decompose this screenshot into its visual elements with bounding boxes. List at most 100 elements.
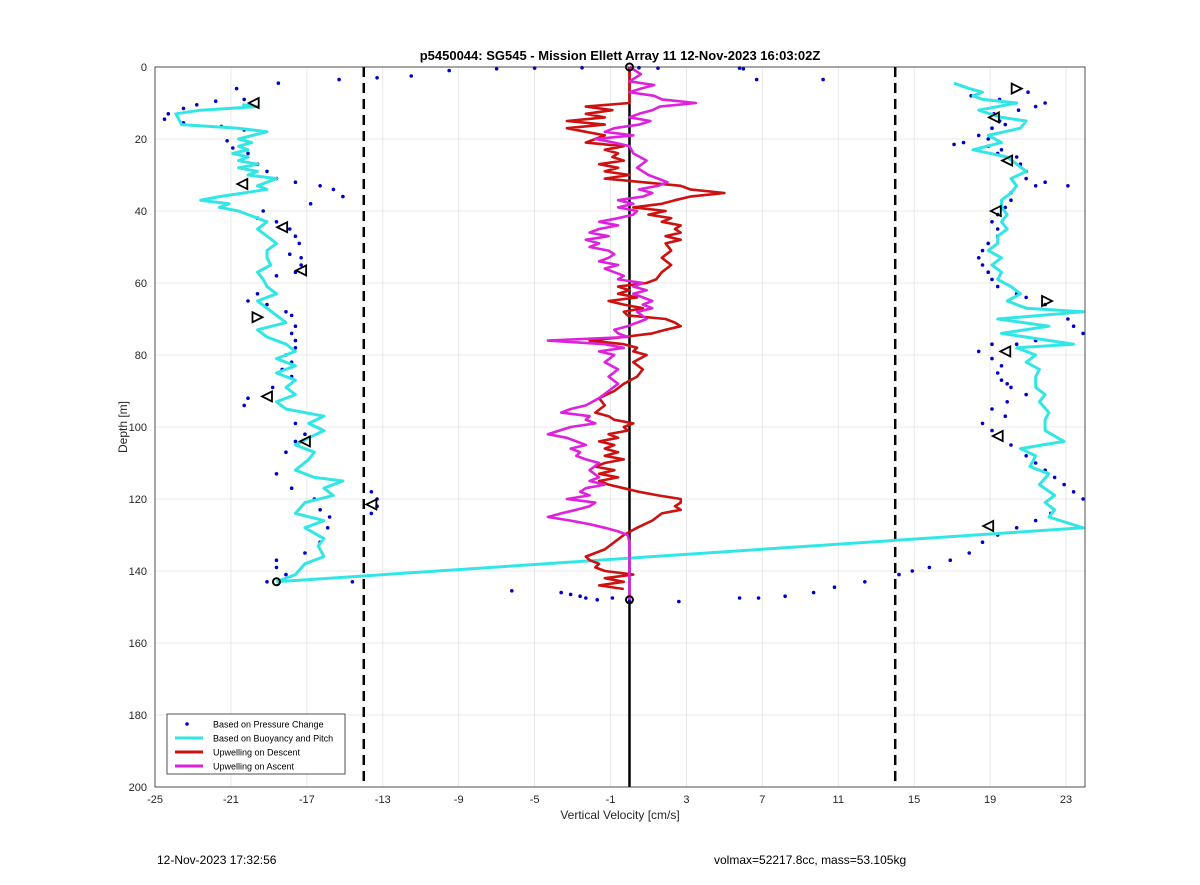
plot-frame bbox=[154, 66, 1086, 788]
ascent-upwelling-line bbox=[546, 65, 698, 600]
pressure-change-point bbox=[990, 356, 994, 361]
pressure-change-point bbox=[318, 184, 322, 188]
pressure-change-point bbox=[1009, 385, 1013, 390]
legend: Based on Pressure Change Based on Buoyanc… bbox=[166, 713, 346, 775]
pressure-change-point bbox=[1014, 155, 1019, 159]
pressure-change-point bbox=[783, 594, 787, 598]
pressure-change-point bbox=[952, 142, 956, 147]
pressure-change-point bbox=[980, 248, 985, 253]
pressure-change-point bbox=[284, 310, 288, 314]
pressure-change-point bbox=[1024, 454, 1028, 458]
x-tick-label: 19 bbox=[984, 794, 996, 806]
pressure-change-point bbox=[832, 585, 837, 589]
pressure-change-point bbox=[1081, 331, 1085, 336]
reference-lines bbox=[362, 67, 897, 787]
triangle-marker bbox=[294, 263, 308, 277]
markers bbox=[235, 62, 1055, 605]
pressure-change-point bbox=[811, 590, 816, 595]
pressure-change-point bbox=[995, 284, 1000, 289]
triangle-marker bbox=[1000, 154, 1014, 168]
pressure-change-point bbox=[1062, 482, 1066, 487]
pressure-change-point bbox=[1066, 184, 1070, 188]
pressure-change-point bbox=[274, 472, 279, 476]
circle-marker bbox=[624, 595, 634, 605]
x-tick-label: -25 bbox=[147, 794, 163, 806]
pressure-change-point bbox=[584, 596, 588, 600]
pressure-change-point bbox=[568, 592, 573, 597]
pressure-change-point bbox=[1081, 497, 1085, 501]
pressure-change-point bbox=[284, 450, 288, 455]
legend-entry-label: Upwelling on Ascent bbox=[213, 762, 295, 772]
y-axis-label: Depth [m] bbox=[116, 401, 130, 453]
pressure-change-point bbox=[274, 274, 279, 278]
legend-entry-label: Based on Pressure Change bbox=[213, 720, 324, 730]
pressure-change-point bbox=[289, 313, 294, 318]
pressure-change-point bbox=[255, 292, 260, 296]
pressure-change-point bbox=[350, 580, 355, 584]
pressure-change-point bbox=[318, 508, 322, 512]
pressure-change-point bbox=[1009, 198, 1013, 202]
pressure-change-point bbox=[225, 139, 229, 143]
x-tick-label: -9 bbox=[454, 794, 464, 806]
triangle-marker bbox=[1041, 294, 1055, 308]
pressure-change-point bbox=[990, 126, 994, 130]
x-tick-label: 3 bbox=[683, 794, 689, 806]
pressure-change-point bbox=[246, 299, 250, 303]
y-tick-label: 100 bbox=[129, 422, 147, 434]
x-tick-label: -21 bbox=[223, 794, 239, 806]
y-tick-label: 60 bbox=[135, 278, 147, 290]
pressure-change-point bbox=[287, 227, 292, 231]
pressure-change-point bbox=[181, 106, 186, 111]
pressure-change-point bbox=[261, 209, 265, 213]
pressure-change-point bbox=[299, 255, 303, 260]
y-tick-label: 0 bbox=[141, 62, 147, 74]
triangle-marker bbox=[1010, 82, 1024, 96]
pressure-change-point bbox=[284, 572, 288, 577]
triangle-marker bbox=[998, 344, 1012, 358]
pressure-change-point bbox=[999, 364, 1004, 368]
pressure-change-point bbox=[289, 486, 294, 491]
pressure-change-point bbox=[337, 77, 341, 82]
pressure-change-point bbox=[756, 596, 761, 600]
y-tick-label: 140 bbox=[129, 566, 147, 578]
pressure-change-point bbox=[897, 572, 901, 577]
pressure-change-point bbox=[369, 490, 374, 494]
pressure-change-point bbox=[289, 331, 294, 336]
x-tick-label: -5 bbox=[530, 794, 540, 806]
pressure-change-point bbox=[1071, 490, 1076, 494]
triangle-marker bbox=[275, 220, 289, 234]
chart-title: p5450044: SG545 - Mission Ellett Array 1… bbox=[420, 48, 821, 63]
circle-marker bbox=[271, 577, 281, 587]
pressure-change-point bbox=[510, 589, 514, 593]
pressure-change-point bbox=[287, 252, 292, 256]
pressure-change-point bbox=[293, 439, 298, 444]
triangle-marker bbox=[259, 389, 273, 403]
pressure-change-point bbox=[1003, 414, 1008, 419]
pressure-change-point bbox=[265, 302, 269, 307]
pressure-change-point bbox=[595, 598, 600, 602]
triangle-marker bbox=[986, 110, 1000, 124]
pressure-change-point bbox=[1003, 205, 1008, 210]
y-tick-label: 200 bbox=[129, 782, 147, 794]
pressure-change-point bbox=[409, 74, 414, 78]
pressure-change-point bbox=[246, 396, 250, 401]
pressure-change-point bbox=[995, 371, 1000, 375]
x-axis-label: Vertical Velocity [cm/s] bbox=[560, 808, 679, 822]
series-layer bbox=[162, 65, 1085, 604]
pressure-change-point bbox=[821, 77, 825, 82]
pressure-change-point bbox=[213, 99, 218, 103]
y-tick-label: 180 bbox=[129, 710, 147, 722]
pressure-change-point bbox=[1024, 392, 1028, 397]
legend-swatch-point bbox=[185, 722, 189, 726]
pressure-change-point bbox=[1043, 101, 1047, 105]
y-tick-label: 160 bbox=[129, 638, 147, 650]
pressure-change-point bbox=[242, 403, 247, 408]
triangle-marker bbox=[988, 204, 1002, 218]
pressure-change-point bbox=[341, 194, 345, 199]
pressure-change-point bbox=[559, 590, 563, 595]
x-tick-label: 15 bbox=[908, 794, 920, 806]
pressure-change-point bbox=[274, 558, 279, 562]
pressure-change-point bbox=[246, 151, 250, 156]
descent-upwelling-line bbox=[565, 67, 726, 591]
pressure-change-point bbox=[1016, 108, 1021, 112]
